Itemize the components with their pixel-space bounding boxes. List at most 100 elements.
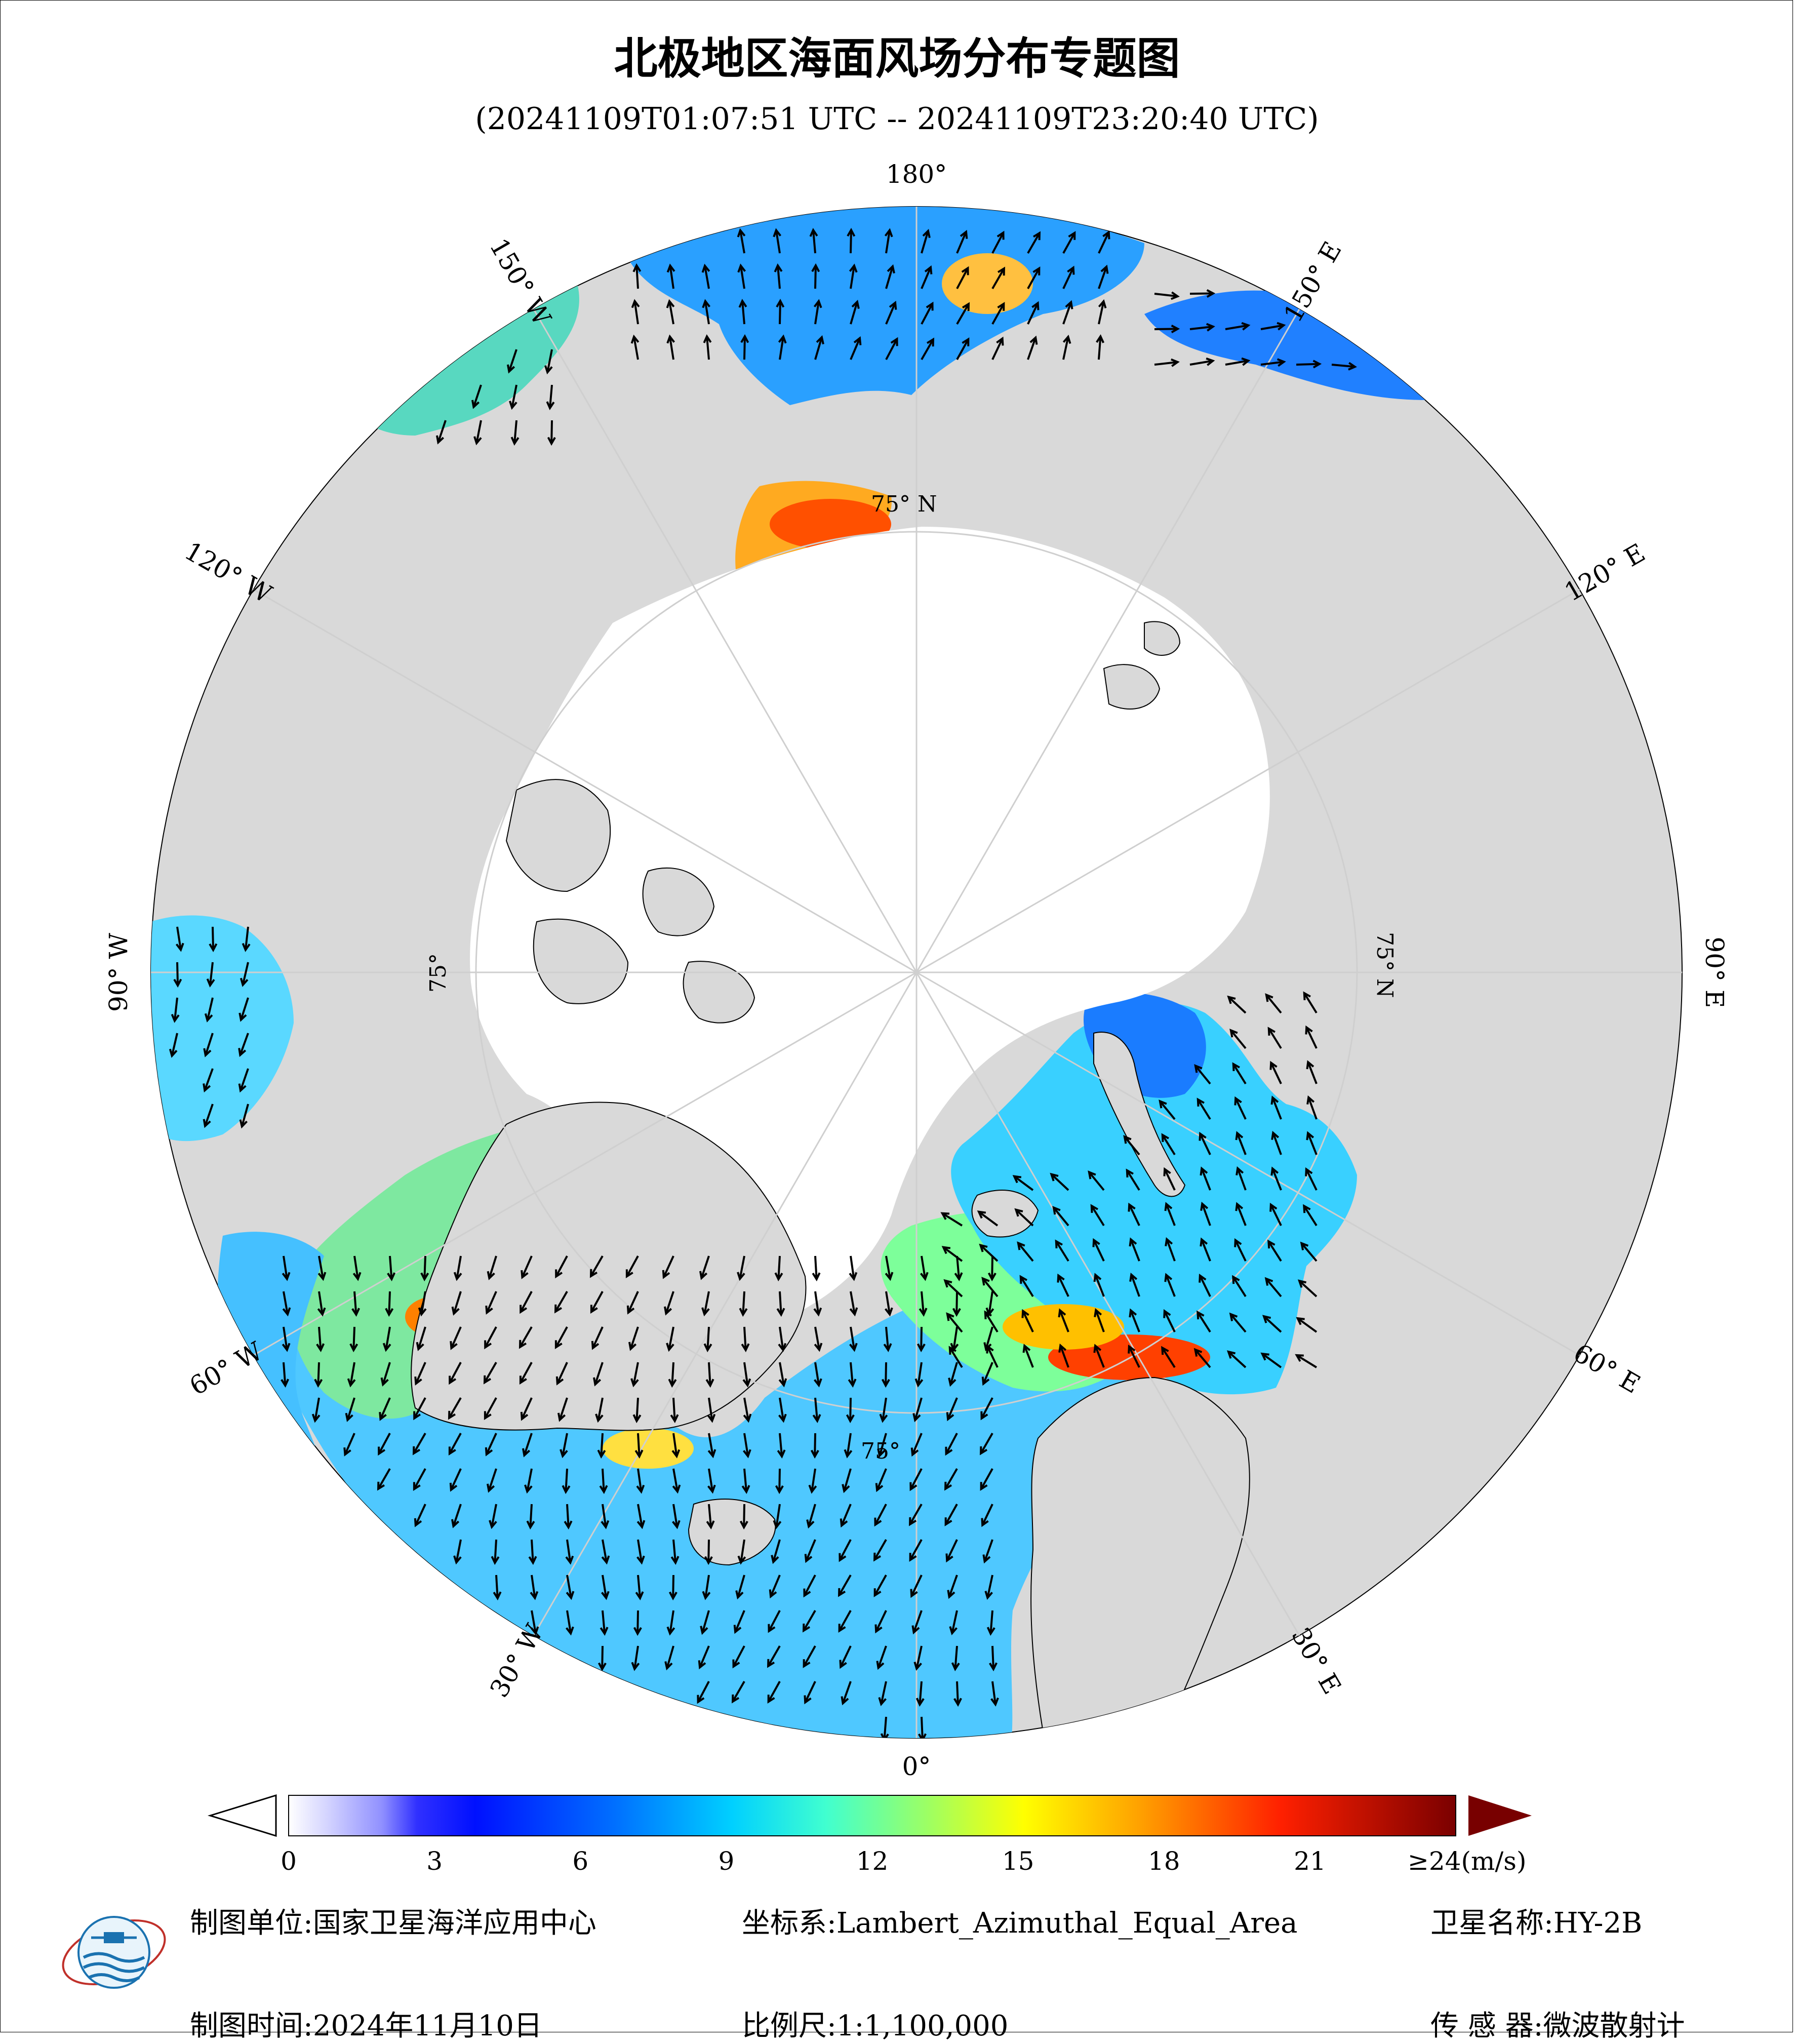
wind-arrow	[487, 1468, 497, 1493]
wind-arrow	[591, 1326, 604, 1350]
meridian-line	[916, 588, 1580, 973]
wind-arrow	[778, 334, 787, 360]
wind-arrow	[732, 1645, 745, 1669]
wind-arrow	[1229, 1029, 1247, 1049]
wind-arrow	[1262, 1315, 1282, 1333]
wind-arrow	[379, 1397, 391, 1421]
wind-arrow	[1021, 1309, 1034, 1332]
wind-arrow	[282, 1255, 291, 1281]
wind-arrow	[206, 962, 215, 988]
wind-arrow	[448, 1433, 462, 1456]
wind-arrow	[703, 334, 712, 360]
wind-arrow	[1154, 291, 1180, 300]
wind-arrow	[912, 1397, 923, 1423]
wind-arrow	[953, 1681, 962, 1707]
wind-arrow	[630, 1362, 639, 1388]
wind-arrow	[1189, 289, 1216, 298]
wind-arrow	[240, 962, 249, 987]
wind-arrow	[547, 420, 556, 446]
wind-arrow	[705, 1362, 714, 1388]
lon-label: 30° W	[484, 1619, 549, 1703]
wind-arrow	[317, 1291, 326, 1317]
wind-arrow	[981, 1362, 993, 1386]
hotspot-norwegian	[1003, 1304, 1124, 1350]
wind-arrow	[946, 1397, 958, 1422]
wind-arrow	[473, 420, 482, 446]
wind-arrow	[349, 1326, 358, 1353]
wind-arrow	[707, 1397, 716, 1423]
wind-arrow	[742, 1362, 751, 1388]
wind-arrow	[560, 1433, 568, 1459]
colorbar-tick-label: 12	[856, 1846, 889, 1876]
wind-arrow	[1264, 1277, 1282, 1298]
wind-arrow	[948, 1346, 963, 1368]
lon-label: 120° W	[180, 536, 277, 609]
wind-arrow	[910, 1575, 923, 1598]
wind-arrow	[1271, 1130, 1282, 1155]
sensor-value: 微波散射计	[1543, 2010, 1685, 2042]
wind-arrow	[1062, 300, 1073, 325]
wind-arrow	[775, 1468, 784, 1495]
wind-arrow	[555, 1255, 568, 1279]
lon-label: 90° E	[1700, 936, 1729, 1008]
wind-arrow	[1303, 1204, 1318, 1227]
wind-arrow	[982, 1539, 993, 1564]
wind-arrow	[735, 1575, 745, 1600]
wind-arrow	[1017, 1241, 1034, 1262]
wind-arrow	[1093, 1273, 1105, 1297]
wind-arrow	[471, 384, 482, 409]
colorbar-max-label: ≥24(m/s)	[1408, 1846, 1526, 1876]
wind-arrow	[986, 1344, 999, 1368]
wind-arrow	[1165, 1237, 1176, 1262]
wind-arrow	[1227, 995, 1247, 1014]
wind-arrow	[634, 1433, 644, 1459]
wind-arrow	[1098, 299, 1107, 325]
wind-arrow	[387, 1255, 396, 1282]
wind-arrow	[1027, 266, 1041, 289]
wind-arrow	[1090, 1204, 1105, 1227]
graticule-lines	[151, 207, 1682, 1738]
wind-arrow	[631, 1645, 640, 1671]
wind-arrow	[921, 228, 931, 254]
colorbar-tick-label: 3	[426, 1846, 443, 1876]
wind-arrow	[910, 1433, 923, 1457]
wind-arrow	[877, 1433, 887, 1458]
wind-arrow	[847, 227, 856, 254]
wind-arrow	[707, 1468, 716, 1494]
wind-arrow	[767, 1681, 781, 1704]
wind-arrow	[1225, 322, 1251, 331]
wind-arrow	[1296, 1317, 1318, 1333]
wind-arrow	[626, 1291, 639, 1315]
wind-arrow	[521, 1255, 533, 1279]
lat-label-right: 75° N	[1372, 932, 1398, 998]
wind-arrow	[1123, 1135, 1140, 1156]
nsoas-logo	[62, 1916, 166, 1989]
wind-arrow	[767, 1645, 781, 1668]
wind-arrow	[773, 1504, 782, 1529]
crs-label: 坐标系:	[742, 1907, 836, 1940]
lat-label-top: 75° N	[871, 491, 937, 517]
wind-arrow	[808, 1468, 817, 1494]
wind-arrow	[981, 1277, 999, 1298]
wind-arrow	[814, 1326, 823, 1352]
wind-arrow	[738, 299, 747, 325]
lon-label: 60° E	[1569, 1338, 1645, 1399]
wind-arrow	[510, 420, 520, 446]
wind-arrow	[238, 997, 249, 1022]
wind-arrow	[448, 1397, 462, 1420]
wind-arrow	[880, 1716, 889, 1738]
novaya-zemlya-land	[1093, 1032, 1186, 1197]
wind-arrow	[1267, 1239, 1282, 1262]
wind-arrow	[1269, 1202, 1282, 1226]
wind-arrow	[1300, 1241, 1318, 1262]
wind-arrow	[956, 302, 970, 325]
wind-arrow	[1269, 1060, 1282, 1084]
wind-arrow	[1128, 1344, 1140, 1368]
wind-arrow	[956, 229, 968, 254]
wind-arrow	[991, 302, 1005, 325]
wind-arrow	[420, 1255, 429, 1282]
wind-arrow	[204, 997, 214, 1023]
wind-arrow	[1058, 1308, 1069, 1332]
wind-arrow	[701, 1291, 710, 1317]
